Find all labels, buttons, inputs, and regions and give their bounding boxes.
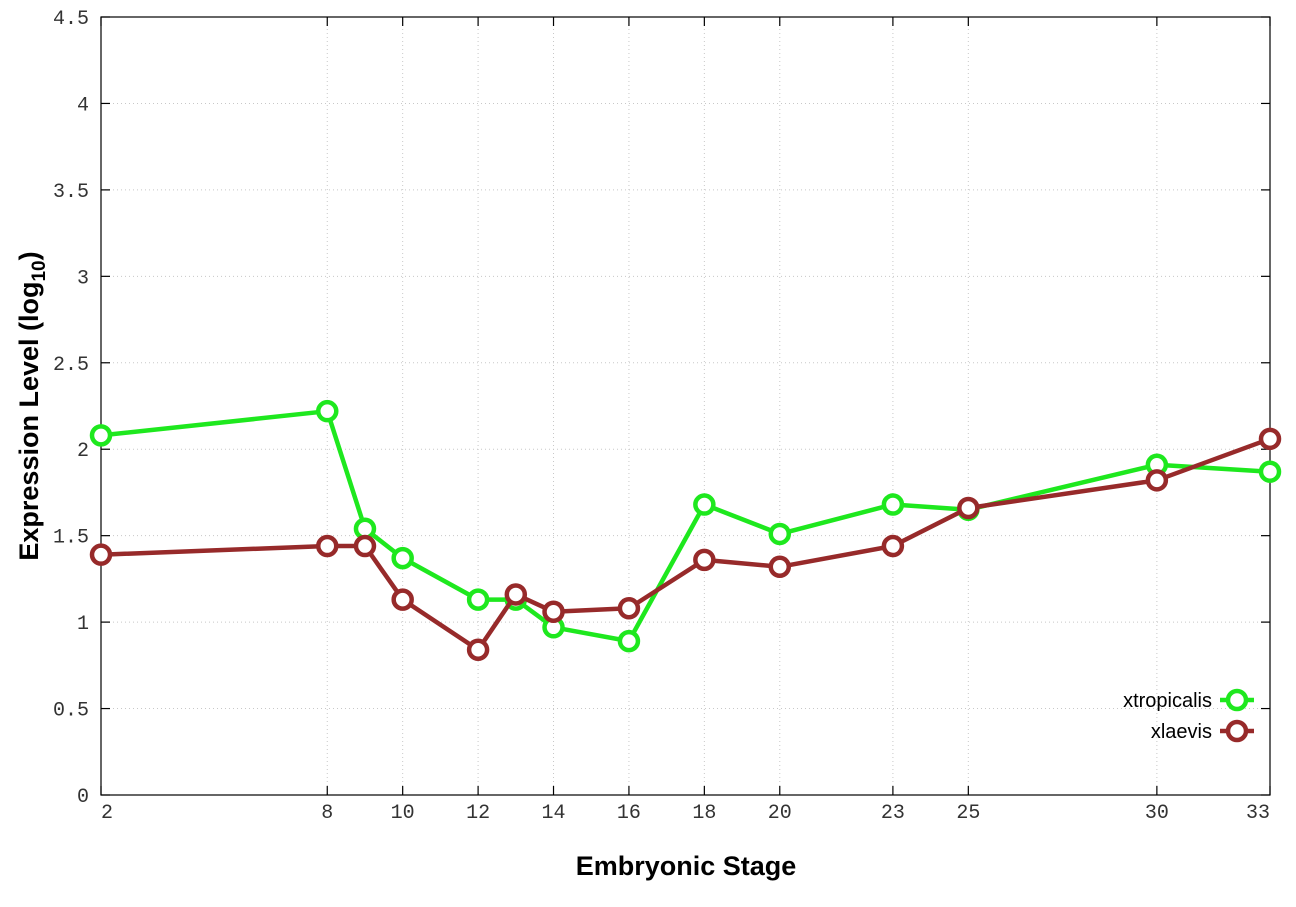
x-tick-label: 10 bbox=[391, 802, 415, 825]
legend-marker bbox=[1225, 688, 1249, 712]
x-tick-label: 12 bbox=[466, 802, 490, 825]
data-point-xlaevis bbox=[881, 534, 905, 558]
y-tick-label: 0.5 bbox=[53, 700, 89, 723]
y-axis-title-main: Expression Level (log bbox=[14, 282, 44, 561]
data-point-xlaevis bbox=[542, 600, 565, 623]
data-point-xtropicalis bbox=[881, 493, 905, 516]
data-point-xlaevis bbox=[693, 548, 716, 572]
data-point-xlaevis bbox=[1258, 427, 1282, 451]
data-point-xlaevis bbox=[504, 583, 528, 606]
data-point-xlaevis bbox=[1145, 469, 1169, 492]
series-xlaevis bbox=[89, 427, 1282, 662]
y-tick-label: 2 bbox=[77, 440, 89, 463]
data-point-xtropicalis bbox=[768, 522, 792, 546]
data-point-xtropicalis bbox=[316, 399, 339, 423]
y-axis-title: Expression Level (log10) bbox=[14, 251, 50, 560]
x-tick-label: 33 bbox=[1246, 802, 1270, 825]
x-axis-title: Embryonic Stage bbox=[576, 851, 797, 881]
x-tick-labels: 2 8 10 12 14 16 18 20 23 25 30 33 bbox=[101, 802, 1270, 825]
data-point-xtropicalis bbox=[391, 546, 414, 570]
x-tick-label: 14 bbox=[542, 802, 566, 825]
y-axis-title-subscript: 10 bbox=[29, 260, 50, 281]
y-tick-label: 4.5 bbox=[53, 8, 89, 31]
data-point-xtropicalis bbox=[693, 493, 716, 516]
x-tick-label: 16 bbox=[617, 802, 641, 825]
data-point-xlaevis bbox=[89, 543, 113, 566]
y-tick-label: 1 bbox=[77, 613, 89, 636]
data-point-xlaevis bbox=[957, 496, 980, 520]
axis-ticks bbox=[100, 16, 1271, 796]
series-line-xtropicalis bbox=[100, 408, 1271, 644]
x-tick-label: 23 bbox=[881, 802, 905, 825]
plot-frame bbox=[100, 16, 1271, 796]
y-tick-label: 3 bbox=[77, 267, 89, 290]
y-tick-label: 2.5 bbox=[53, 354, 89, 377]
legend-marker bbox=[1225, 719, 1249, 743]
y-tick-labels: 0 0.5 1 1.5 2 2.5 3 3.5 4 4.5 bbox=[53, 8, 89, 809]
data-point-xtropicalis bbox=[89, 424, 113, 447]
y-tick-label: 4 bbox=[77, 94, 89, 117]
data-point-xtropicalis bbox=[466, 588, 490, 611]
data-point-xlaevis bbox=[466, 638, 490, 662]
series-layer bbox=[89, 399, 1282, 662]
x-tick-label: 30 bbox=[1145, 802, 1169, 825]
data-point-xlaevis bbox=[768, 555, 792, 579]
x-tick-label: 2 bbox=[101, 802, 113, 825]
y-axis-title-suffix: ) bbox=[14, 251, 44, 260]
data-point-xtropicalis bbox=[1258, 460, 1282, 483]
y-tick-label: 3.5 bbox=[53, 181, 89, 204]
series-line-xlaevis bbox=[100, 436, 1271, 653]
x-tick-label: 20 bbox=[768, 802, 792, 825]
series-xtropicalis bbox=[89, 399, 1282, 653]
data-point-xlaevis bbox=[391, 588, 414, 611]
legend-label: xtropicalis bbox=[1123, 690, 1212, 712]
grid-lines bbox=[101, 17, 1270, 795]
legend: xtropicalis xlaevis bbox=[1123, 688, 1254, 743]
legend-item-xlaevis: xlaevis bbox=[1151, 719, 1254, 743]
legend-label: xlaevis bbox=[1151, 721, 1212, 743]
y-tick-label: 1.5 bbox=[53, 527, 89, 550]
y-tick-label: 0 bbox=[77, 786, 89, 809]
data-point-xlaevis bbox=[617, 597, 641, 620]
data-point-xlaevis bbox=[316, 534, 339, 558]
data-point-xtropicalis bbox=[617, 629, 641, 653]
x-tick-label: 8 bbox=[321, 802, 333, 825]
x-tick-label: 18 bbox=[692, 802, 716, 825]
legend-item-xtropicalis: xtropicalis bbox=[1123, 688, 1254, 712]
x-tick-label: 25 bbox=[956, 802, 980, 825]
data-point-xlaevis bbox=[353, 534, 377, 558]
